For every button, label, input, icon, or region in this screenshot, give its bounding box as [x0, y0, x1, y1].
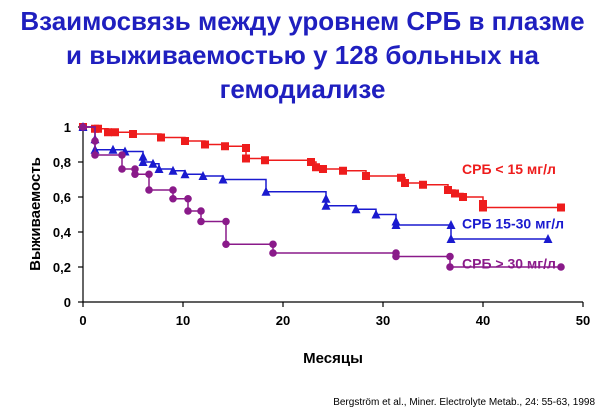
- data-point: [222, 240, 230, 249]
- series-line: [83, 126, 561, 268]
- series-label: СРБ > 30 мг/л: [462, 256, 556, 272]
- series-group: СРБ > 30 мг/л: [79, 123, 565, 272]
- data-point: [321, 193, 331, 203]
- data-point: [148, 158, 158, 168]
- data-point: [392, 252, 400, 261]
- data-point: [543, 234, 553, 243]
- data-point: [371, 209, 381, 219]
- data-point: [419, 180, 427, 189]
- series-label: СРБ < 15 мг/л: [462, 161, 556, 177]
- series-group: СРБ 15-30 мг/л: [78, 122, 564, 243]
- x-tick-label: 40: [476, 313, 490, 328]
- y-tick-label: 0,6: [53, 190, 71, 205]
- data-point: [479, 203, 487, 212]
- y-axis-title: Выживаемость: [27, 157, 44, 271]
- title-line-2: и выживаемостью у 128 больных на: [66, 40, 539, 70]
- data-point: [319, 165, 327, 173]
- series-label: СРБ 15-30 мг/л: [462, 215, 564, 231]
- data-point: [129, 130, 137, 138]
- y-tick-label: 0: [64, 295, 71, 310]
- data-point: [138, 151, 148, 161]
- data-point: [557, 203, 565, 212]
- data-point: [218, 174, 228, 184]
- x-tick-label: 50: [576, 313, 590, 328]
- data-point: [184, 207, 192, 215]
- data-point: [269, 249, 277, 257]
- data-point: [111, 128, 119, 137]
- y-tick-label: 0,8: [53, 155, 71, 170]
- x-axis-title: Месяцы: [303, 350, 363, 367]
- data-point: [446, 220, 456, 229]
- y-tick-label: 0,4: [53, 225, 72, 240]
- data-point: [108, 144, 118, 154]
- data-point: [307, 158, 315, 166]
- data-point: [131, 170, 139, 179]
- title-line-1: Взаимосвязь между уровнем СРБ в плазме: [20, 6, 585, 36]
- data-point: [557, 263, 565, 271]
- data-point: [201, 140, 209, 149]
- data-point: [321, 200, 331, 210]
- data-point: [198, 171, 208, 180]
- series-group: СРБ < 15 мг/л: [79, 123, 565, 212]
- tick-layer: 0 10 20 30 40 50 0 0,2 0,4 0,6 0,8 1: [53, 120, 590, 328]
- data-point: [221, 142, 229, 151]
- x-tick-label: 10: [176, 313, 190, 328]
- data-point: [131, 165, 139, 173]
- data-point: [459, 193, 467, 201]
- data-point: [362, 172, 370, 180]
- data-point: [181, 137, 189, 145]
- data-point: [451, 189, 459, 198]
- data-point: [242, 154, 250, 163]
- data-point: [269, 240, 277, 249]
- data-point: [145, 186, 153, 194]
- data-point: [401, 179, 409, 187]
- slide-title: Взаимосвязь между уровнем СРБ в плазме и…: [0, 4, 605, 106]
- data-point: [391, 220, 401, 229]
- data-point: [312, 163, 320, 172]
- x-tick-label: 20: [276, 313, 290, 328]
- data-point: [118, 151, 126, 159]
- data-point: [184, 194, 192, 203]
- data-point: [351, 204, 361, 214]
- data-point: [444, 186, 452, 194]
- data-point: [94, 124, 102, 133]
- data-point: [91, 137, 99, 145]
- data-point: [197, 217, 205, 226]
- data-point: [145, 170, 153, 179]
- data-point: [169, 186, 177, 194]
- data-point: [339, 166, 347, 175]
- citation: Bergström et al., Miner. Electrolyte Met…: [333, 397, 595, 408]
- x-tick-label: 0: [79, 313, 86, 328]
- data-point: [222, 217, 230, 226]
- data-point: [79, 123, 87, 131]
- data-point: [91, 151, 99, 159]
- y-tick-label: 1: [64, 120, 71, 135]
- data-point: [180, 169, 190, 179]
- series-layer: СРБ < 15 мг/л СРБ 15-30 мг/л СРБ > 30 мг/л: [78, 122, 565, 272]
- y-tick-label: 0,2: [53, 260, 71, 275]
- data-point: [242, 144, 250, 152]
- data-point: [157, 133, 165, 142]
- data-point: [446, 263, 454, 271]
- data-point: [104, 128, 112, 137]
- data-point: [446, 234, 456, 243]
- data-point: [197, 207, 205, 215]
- data-point: [118, 165, 126, 173]
- data-point: [446, 252, 454, 261]
- data-point: [261, 156, 269, 165]
- data-point: [169, 194, 177, 203]
- data-point: [154, 164, 164, 173]
- data-point: [168, 165, 178, 175]
- data-point: [138, 157, 148, 166]
- data-point: [397, 173, 405, 182]
- x-tick-label: 30: [376, 313, 390, 328]
- data-point: [261, 186, 271, 196]
- title-line-3: гемодиализе: [219, 74, 386, 104]
